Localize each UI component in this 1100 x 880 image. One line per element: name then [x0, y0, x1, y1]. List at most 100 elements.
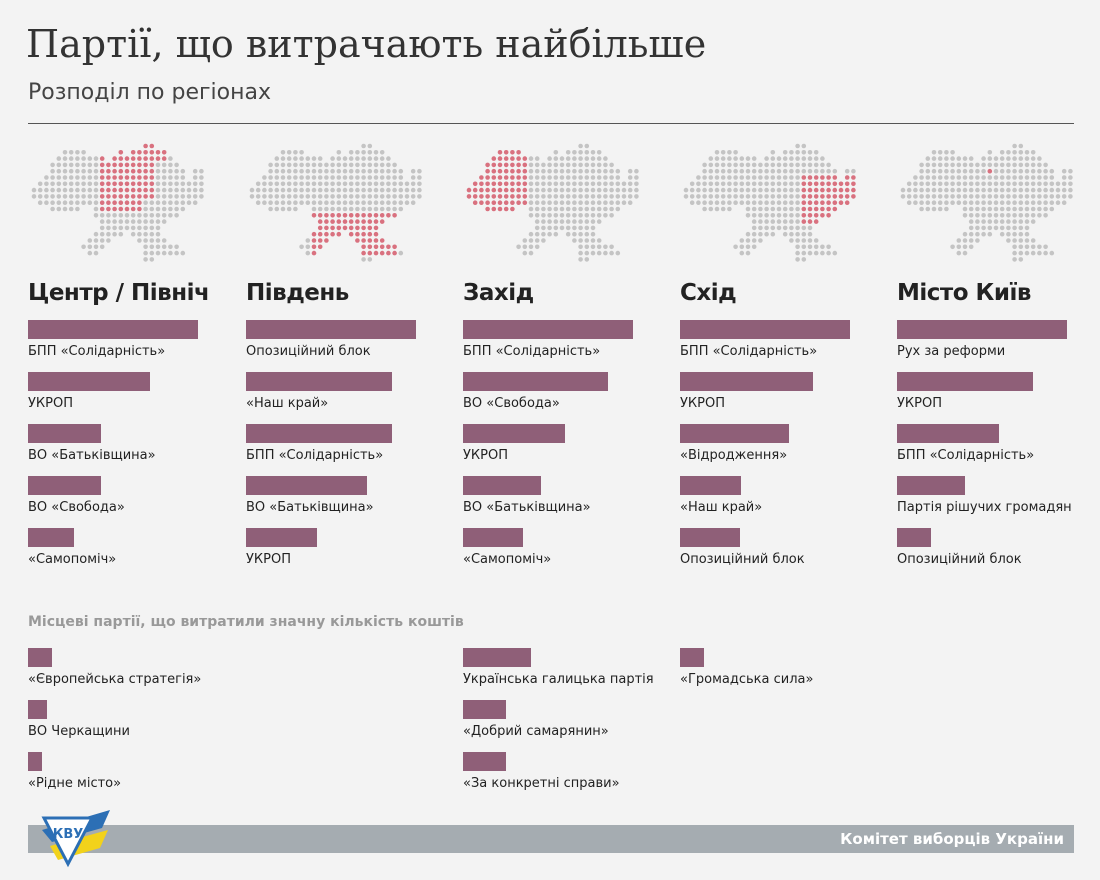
bar: [28, 700, 47, 719]
map-dot: [584, 257, 590, 262]
bar: [28, 424, 102, 443]
bar: [246, 476, 367, 495]
map-dot: [826, 168, 831, 174]
map-dot: [528, 168, 534, 174]
map-dot: [149, 238, 155, 243]
map-dot: [776, 175, 782, 180]
map-dot: [813, 244, 819, 250]
map-dot: [621, 187, 627, 193]
bar: [246, 424, 393, 443]
map-dot: [547, 213, 552, 218]
map-dot: [745, 162, 751, 168]
map-dot: [1006, 194, 1011, 199]
map-dot: [795, 231, 800, 237]
map-dot: [572, 219, 577, 224]
map-dot: [956, 156, 962, 161]
bar: [463, 476, 542, 495]
map-dot: [1043, 162, 1048, 168]
map-dot: [702, 206, 707, 212]
map-dot: [361, 225, 366, 231]
map-dot: [392, 175, 397, 180]
map-dot: [497, 187, 503, 193]
map-dot: [999, 206, 1005, 212]
map-dot: [168, 200, 173, 205]
map-dot: [355, 162, 360, 168]
map-dot: [479, 175, 484, 180]
map-dot: [161, 200, 167, 205]
map-dot: [720, 194, 726, 199]
map-dot: [801, 150, 807, 155]
map-dot: [1030, 162, 1036, 168]
map-dot: [770, 219, 776, 224]
map-dot: [832, 181, 838, 187]
map-dot: [497, 150, 503, 155]
map-dot: [112, 156, 117, 161]
map-dot: [361, 244, 366, 250]
map-dot: [1018, 213, 1024, 218]
bar-label: УКРОП: [897, 396, 942, 411]
map-dot: [1018, 219, 1024, 224]
map-dot: [572, 187, 577, 193]
map-dot: [124, 162, 130, 168]
map-dot: [745, 244, 751, 250]
map-dot: [299, 150, 304, 155]
map-dot: [565, 156, 571, 161]
map-dot: [1043, 206, 1048, 212]
map-dot: [528, 162, 534, 168]
map-dot: [373, 168, 379, 174]
map-dot: [727, 156, 732, 161]
map-dot: [130, 162, 136, 168]
map-dot: [386, 200, 391, 205]
map-dot: [584, 194, 590, 199]
map-dot: [1018, 250, 1024, 256]
map-dot: [807, 244, 813, 250]
map-dot: [751, 168, 757, 174]
map-dot: [764, 187, 769, 193]
map-dot: [615, 200, 621, 205]
map-dot: [789, 156, 794, 161]
map-dot: [801, 175, 807, 180]
map-dot: [355, 219, 360, 224]
map-dot: [262, 200, 267, 205]
map-dot: [361, 143, 366, 149]
map-dot: [299, 175, 304, 180]
map-dot: [168, 213, 173, 218]
bar-label: ВО «Батьківщина»: [28, 448, 156, 463]
map-dot: [1043, 168, 1048, 174]
map-dot: [68, 156, 74, 161]
map-dot: [1030, 219, 1036, 224]
map-dot: [758, 225, 763, 231]
map-dot: [541, 175, 546, 180]
map-dot: [367, 175, 373, 180]
map-dot: [795, 244, 800, 250]
bar-item: БПП «Солідарність»: [897, 424, 1097, 476]
map-dot: [999, 156, 1005, 161]
map-dot: [609, 200, 614, 205]
map-dot: [683, 187, 689, 193]
map-dot: [168, 162, 173, 168]
map-dot: [1049, 181, 1055, 187]
bar-label: «Європейська стратегія»: [28, 672, 202, 687]
bar-item: «Самопоміч»: [28, 528, 228, 580]
map-dot: [720, 168, 726, 174]
map-dot: [379, 168, 385, 174]
map-dot: [404, 181, 410, 187]
map-dot: [925, 187, 931, 193]
map-dot: [708, 187, 714, 193]
map-dot: [137, 156, 142, 161]
map-dot: [342, 219, 348, 224]
bar-item: «Відродження»: [680, 424, 880, 476]
map-dot: [1037, 187, 1042, 193]
map-dot: [615, 194, 621, 199]
map-dot: [75, 206, 80, 212]
map-dot: [510, 206, 515, 212]
map-dot: [143, 225, 148, 231]
ukraine-dot-map: [31, 143, 204, 262]
map-dot: [81, 156, 86, 161]
map-dot: [192, 194, 198, 199]
map-dot: [299, 181, 304, 187]
map-dot: [1037, 244, 1042, 250]
map-dot: [578, 231, 583, 237]
map-dot: [553, 187, 559, 193]
map-dot: [62, 175, 68, 180]
